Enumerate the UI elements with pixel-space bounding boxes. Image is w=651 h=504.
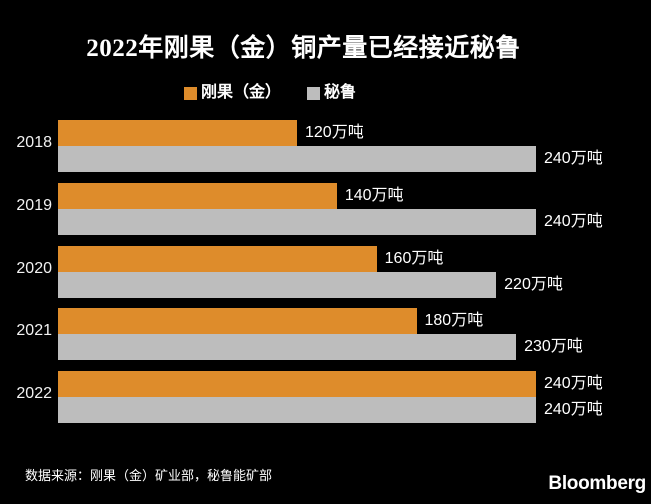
- congo-bar: [58, 245, 377, 272]
- chart-title: 2022年刚果（金）铜产量已经接近秘鲁: [86, 35, 521, 62]
- congo-value-label: 180万吨: [424, 312, 484, 330]
- congo-bar: [58, 371, 536, 397]
- congo-legend-swatch: [183, 86, 197, 100]
- congo-value-label: 140万吨: [344, 186, 404, 204]
- year-label: 2022: [16, 385, 52, 402]
- peru-value-label: 240万吨: [544, 401, 603, 418]
- legend-item-congo: 刚果（金）: [183, 84, 281, 101]
- peru-bar: [58, 397, 536, 423]
- peru-bar: [58, 208, 536, 235]
- congo-bar: [58, 308, 417, 335]
- congo-value-label: 120万吨: [305, 124, 364, 141]
- legend: 刚果（金） 秘鲁: [0, 85, 540, 101]
- congo-bar: [58, 182, 337, 209]
- peru-legend-swatch: [307, 86, 320, 100]
- year-label: 2020: [16, 259, 52, 277]
- congo-bar: [58, 120, 297, 146]
- source-note: 数据来源：刚果（金）矿业部，秘鲁能矿部: [25, 468, 273, 483]
- bloomberg-logo: Bloomberg: [548, 473, 646, 494]
- year-label: 2021: [16, 322, 52, 340]
- peru-value-label: 240万吨: [544, 150, 603, 167]
- peru-bar: [58, 146, 536, 172]
- year-label: 2019: [16, 196, 52, 214]
- chart-area: 2018 120万吨 240万吨 2019 140万吨 240万吨 2020 160万吨 220…: [0, 120, 651, 430]
- congo-value-label: 240万吨: [544, 375, 603, 392]
- peru-value-label: 230万吨: [524, 338, 583, 356]
- peru-bar: [58, 271, 497, 298]
- peru-legend-label: 秘鲁: [324, 84, 357, 101]
- peru-value-label: 240万吨: [544, 212, 603, 230]
- peru-bar: [58, 334, 517, 361]
- congo-legend-label: 刚果（金）: [200, 84, 281, 101]
- year-label: 2018: [16, 134, 52, 151]
- congo-value-label: 160万吨: [384, 249, 444, 267]
- peru-value-label: 220万吨: [504, 275, 563, 293]
- legend-item-peru: 秘鲁: [307, 85, 356, 101]
